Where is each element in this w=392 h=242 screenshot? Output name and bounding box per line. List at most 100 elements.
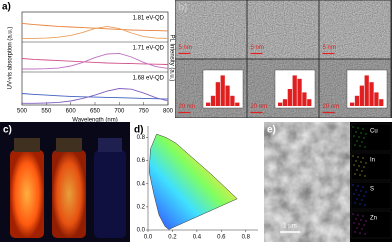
map-speck [360,219,362,221]
histogram-bar [225,85,230,106]
line-series [22,52,169,70]
x-tick-label: 0.0 [144,235,153,241]
tem-image [175,0,247,59]
x-tick-label: 650 [90,109,101,115]
cie-locus [148,133,238,230]
histogram-bar [215,82,220,106]
x-tick-label: 0.8 [242,235,251,241]
tem-image [319,0,391,59]
map-speck [365,220,367,222]
map-speck [359,203,361,205]
plot-frame [21,11,169,106]
histogram-bar [359,85,364,106]
vial-cap [98,138,122,152]
histogram-bar [206,102,211,106]
x-tick-label: 750 [139,109,150,115]
map-speck [364,204,366,206]
x-tick-label: 500 [17,109,28,115]
line-series [22,25,169,39]
x-tick-label: 550 [41,109,52,115]
map-speck [364,146,366,148]
map-speck [353,164,355,166]
element-label: Zn [370,216,377,222]
line-series [21,93,169,100]
map-speck [356,198,358,200]
vial-cap [56,138,82,152]
map-speck [357,185,359,187]
histogram-bar [364,75,369,106]
map-speck [363,137,365,139]
map-speck [359,174,361,176]
element-map [350,152,392,181]
map-speck [361,199,363,201]
vial [94,150,126,238]
y-tick-label: 0.2 [137,204,146,210]
x-axis-title: Wavelength (nm) [72,118,117,124]
map-speck [362,128,364,130]
x-tick-label: 0.2 [168,235,177,241]
map-speck [363,195,365,197]
x-tick-label: 600 [66,109,77,115]
scale-label: 1 μm [283,224,296,230]
map-speck [358,194,360,196]
histogram-bar [369,82,374,106]
scale-label: 20 nm [323,104,340,110]
map-speck [355,218,357,220]
map-speck [353,193,355,195]
histogram-bar [297,78,302,106]
map-speck [352,184,354,186]
histogram-bar [230,95,235,106]
map-speck [358,136,360,138]
map-speck [363,166,365,168]
y2-axis-title: PL Intensity (a.u.) [168,35,174,82]
map-speck [362,186,364,188]
map-speck [361,141,363,143]
map-speck [356,169,358,171]
element-label: In [370,158,375,164]
panel-label: c) [3,125,12,136]
scale-label: 5 nm [179,45,192,51]
map-speck [365,191,367,193]
x-tick-label: 0.4 [193,235,202,241]
map-speck [353,222,355,224]
vial-cap [14,138,40,152]
histogram-bar [307,99,312,106]
map-speck [355,160,357,162]
scale-label: 5 nm [251,45,264,51]
map-speck [354,173,356,175]
map-speck [364,233,366,235]
map-speck [361,228,363,230]
map-speck [362,157,364,159]
vial [10,150,44,238]
map-speck [353,135,355,137]
map-speck [355,131,357,133]
map-speck [354,144,356,146]
scale-label: 5 nm [323,45,336,51]
map-speck [358,223,360,225]
element-label: S [370,187,374,193]
element-map [350,181,392,210]
y-tick-label: 0.4 [137,181,146,187]
histogram-bar [302,92,307,106]
histogram-bar [210,95,216,106]
histogram-bar [278,102,283,106]
map-speck [356,140,358,142]
map-speck [358,165,360,167]
series-label: 1.68 eV-QD [133,76,165,82]
x-tick-label: 0.6 [217,235,226,241]
map-speck [359,232,361,234]
series-label: 1.71 eV-QD [133,46,165,52]
histogram-bar [220,75,225,106]
map-speck [354,202,356,204]
sem-image [264,122,350,242]
panel-label: a) [2,2,11,13]
map-speck [354,231,356,233]
scale-label: 20 nm [179,104,196,110]
histogram-bar [354,95,360,106]
map-speck [352,213,354,215]
y-tick-label: 0.6 [137,158,146,164]
panel-label: e) [267,125,276,136]
map-speck [361,170,363,172]
y-axis-title: UV-vis absorption (a.u.) [8,27,14,90]
